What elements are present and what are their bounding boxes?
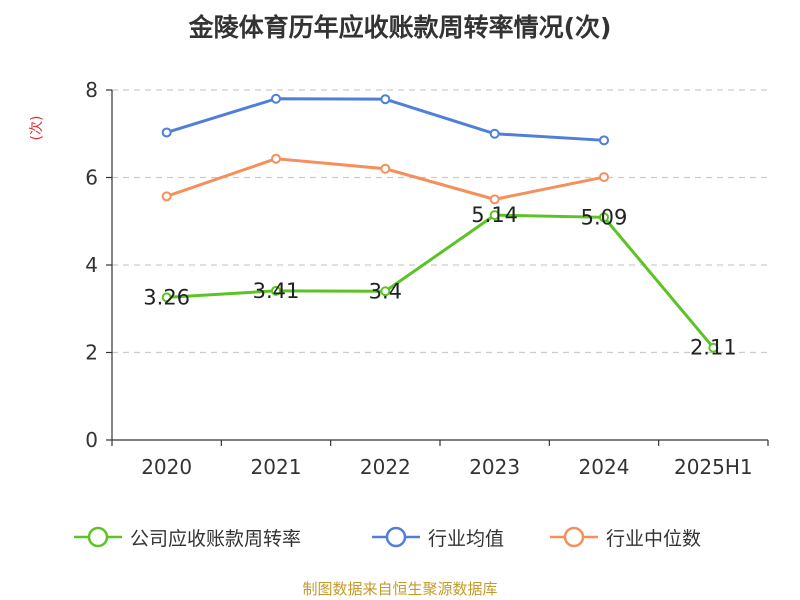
source-note: 制图数据来自恒生聚源数据库 [302,580,498,598]
data-point [380,94,391,105]
y-tick-label: 6 [85,166,98,190]
data-point [161,191,172,202]
legend-circle [385,526,407,548]
legend-marker-icon [74,526,122,548]
data-point [599,135,609,146]
chart-title: 金陵体育历年应收账款周转率情况(次) [188,13,612,42]
data-point [271,153,281,164]
y-tick-label: 2 [85,341,98,365]
data-point [380,163,391,174]
data-point [161,292,172,303]
data-point [489,194,500,205]
data-point [599,212,609,223]
legend-circle [563,526,585,548]
data-point [708,342,719,353]
data-label: 5.09 [581,205,628,229]
legend-item: 公司应收账款周转率 [72,520,301,554]
data-label: 3.26 [143,285,190,309]
series-line [166,97,605,142]
y-tick-label: 0 [85,428,98,452]
legend-item: 行业均值 [370,520,504,554]
x-tick-label: 2024 [579,455,630,479]
data-label: 2.11 [690,336,737,360]
data-point [489,128,500,139]
legend-marker-icon [550,526,598,548]
y-tick-label: 8 [85,78,98,102]
y-tick-label: 4 [85,253,98,277]
data-label: 3.4 [369,279,402,303]
data-point [271,93,281,104]
data-point [489,210,500,221]
series-line [166,213,715,349]
legend-label: 行业均值 [428,527,505,550]
data-point [271,285,281,296]
data-point [161,127,172,138]
legend-label: 公司应收账款周转率 [130,527,302,550]
legend-item: 行业中位数 [548,520,701,554]
legend-marker-icon [372,526,420,548]
data-point [380,286,391,297]
data-label: 3.41 [253,279,300,303]
legend: 公司应收账款周转率 行业均值 行业中位数 [0,520,800,554]
x-tick-label: 2023 [469,455,520,479]
data-point [599,172,609,183]
x-tick-label: 2021 [251,455,302,479]
x-tick-label: 2025H1 [674,455,753,479]
x-tick-label: 2022 [360,455,411,479]
y-axis-label: (次) [29,115,45,141]
data-label: 5.14 [471,203,518,227]
x-tick-label: 2020 [141,455,192,479]
legend-circle [87,526,109,548]
legend-label: 行业中位数 [606,527,702,550]
